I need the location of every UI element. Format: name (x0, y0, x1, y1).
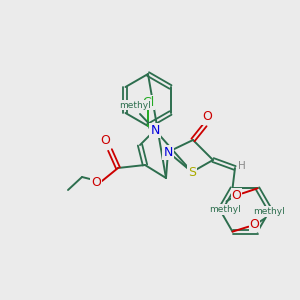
Text: methyl: methyl (208, 205, 240, 214)
Text: O: O (202, 110, 212, 124)
Text: N: N (150, 124, 160, 136)
Text: methyl: methyl (254, 207, 285, 216)
Text: O: O (232, 189, 242, 202)
Text: Cl: Cl (142, 95, 154, 109)
Text: methyl: methyl (119, 100, 151, 109)
Text: O: O (91, 176, 101, 190)
Text: O: O (100, 134, 110, 148)
Text: H: H (238, 161, 246, 171)
Text: S: S (188, 166, 196, 178)
Text: N: N (163, 146, 173, 158)
Text: O: O (250, 218, 260, 231)
